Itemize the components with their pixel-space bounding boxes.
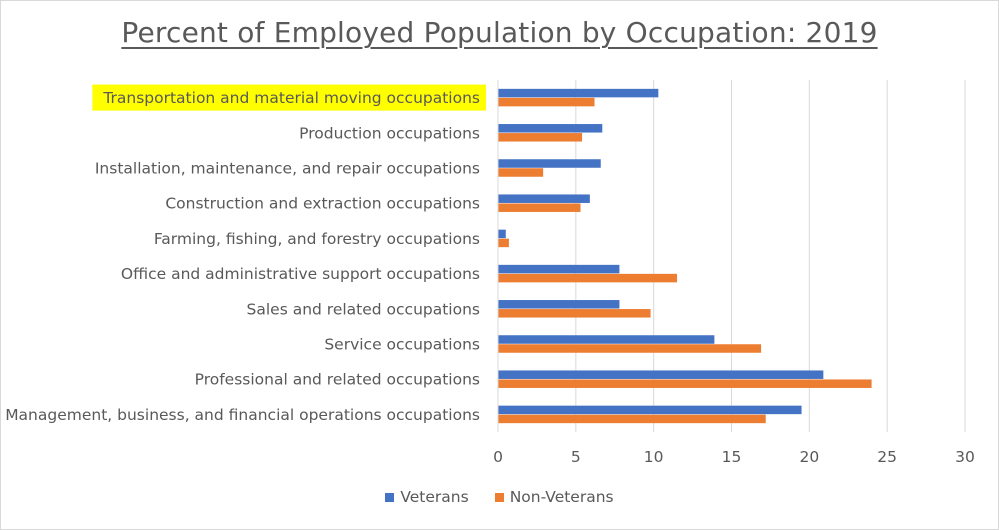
- chart-title: Percent of Employed Population by Occupa…: [121, 16, 878, 49]
- legend-label-non-veterans: Non-Veterans: [509, 488, 614, 506]
- bar-veterans: [498, 124, 603, 133]
- bar-veterans: [498, 300, 620, 309]
- bar-non-veterans: [498, 133, 583, 142]
- legend-swatch-veterans: [385, 492, 395, 502]
- category-label: Professional and related occupations: [195, 371, 480, 389]
- category-label: Management, business, and financial oper…: [5, 406, 480, 424]
- bar-non-veterans: [498, 168, 544, 177]
- x-tick-label: 20: [799, 448, 819, 466]
- bar-veterans: [498, 264, 620, 274]
- legend-swatch-non-veterans: [494, 492, 504, 502]
- bar-veterans: [498, 370, 824, 379]
- x-tick-label: 10: [644, 448, 664, 466]
- category-label: Farming, fishing, and forestry occupatio…: [154, 230, 480, 248]
- bar-veterans: [498, 159, 601, 168]
- bar-non-veterans: [498, 203, 581, 212]
- category-label: Installation, maintenance, and repair oc…: [95, 160, 480, 178]
- category-label: Transportation and material moving occup…: [102, 89, 480, 107]
- x-tick-label: 15: [722, 448, 742, 466]
- legend-item-non-veterans: Non-Veterans: [494, 488, 614, 506]
- category-label: Construction and extraction occupations: [165, 195, 480, 213]
- legend: Veterans Non-Veterans: [0, 488, 999, 506]
- x-tick-label: 30: [955, 448, 975, 466]
- bar-non-veterans: [498, 97, 595, 107]
- category-label: Sales and related occupations: [247, 300, 480, 318]
- bar-veterans: [498, 229, 506, 239]
- bar-non-veterans: [498, 273, 678, 283]
- bar-non-veterans: [498, 238, 509, 248]
- bar-non-veterans: [498, 414, 766, 424]
- category-highlight: [92, 84, 486, 111]
- legend-label-veterans: Veterans: [400, 488, 469, 506]
- bar-veterans: [498, 88, 659, 98]
- bar-non-veterans: [498, 344, 762, 353]
- x-tick-label: 5: [571, 448, 581, 466]
- bar-non-veterans: [498, 379, 872, 388]
- bar-veterans: [498, 194, 590, 203]
- bar-veterans: [498, 405, 802, 415]
- bar-veterans: [498, 335, 715, 344]
- bar-non-veterans: [498, 309, 651, 318]
- x-tick-label: 25: [877, 448, 897, 466]
- category-label: Production occupations: [299, 124, 480, 142]
- category-label: Office and administrative support occupa…: [121, 265, 480, 283]
- x-tick-label: 0: [493, 448, 503, 466]
- legend-item-veterans: Veterans: [385, 488, 469, 506]
- category-label: Service occupations: [324, 336, 480, 354]
